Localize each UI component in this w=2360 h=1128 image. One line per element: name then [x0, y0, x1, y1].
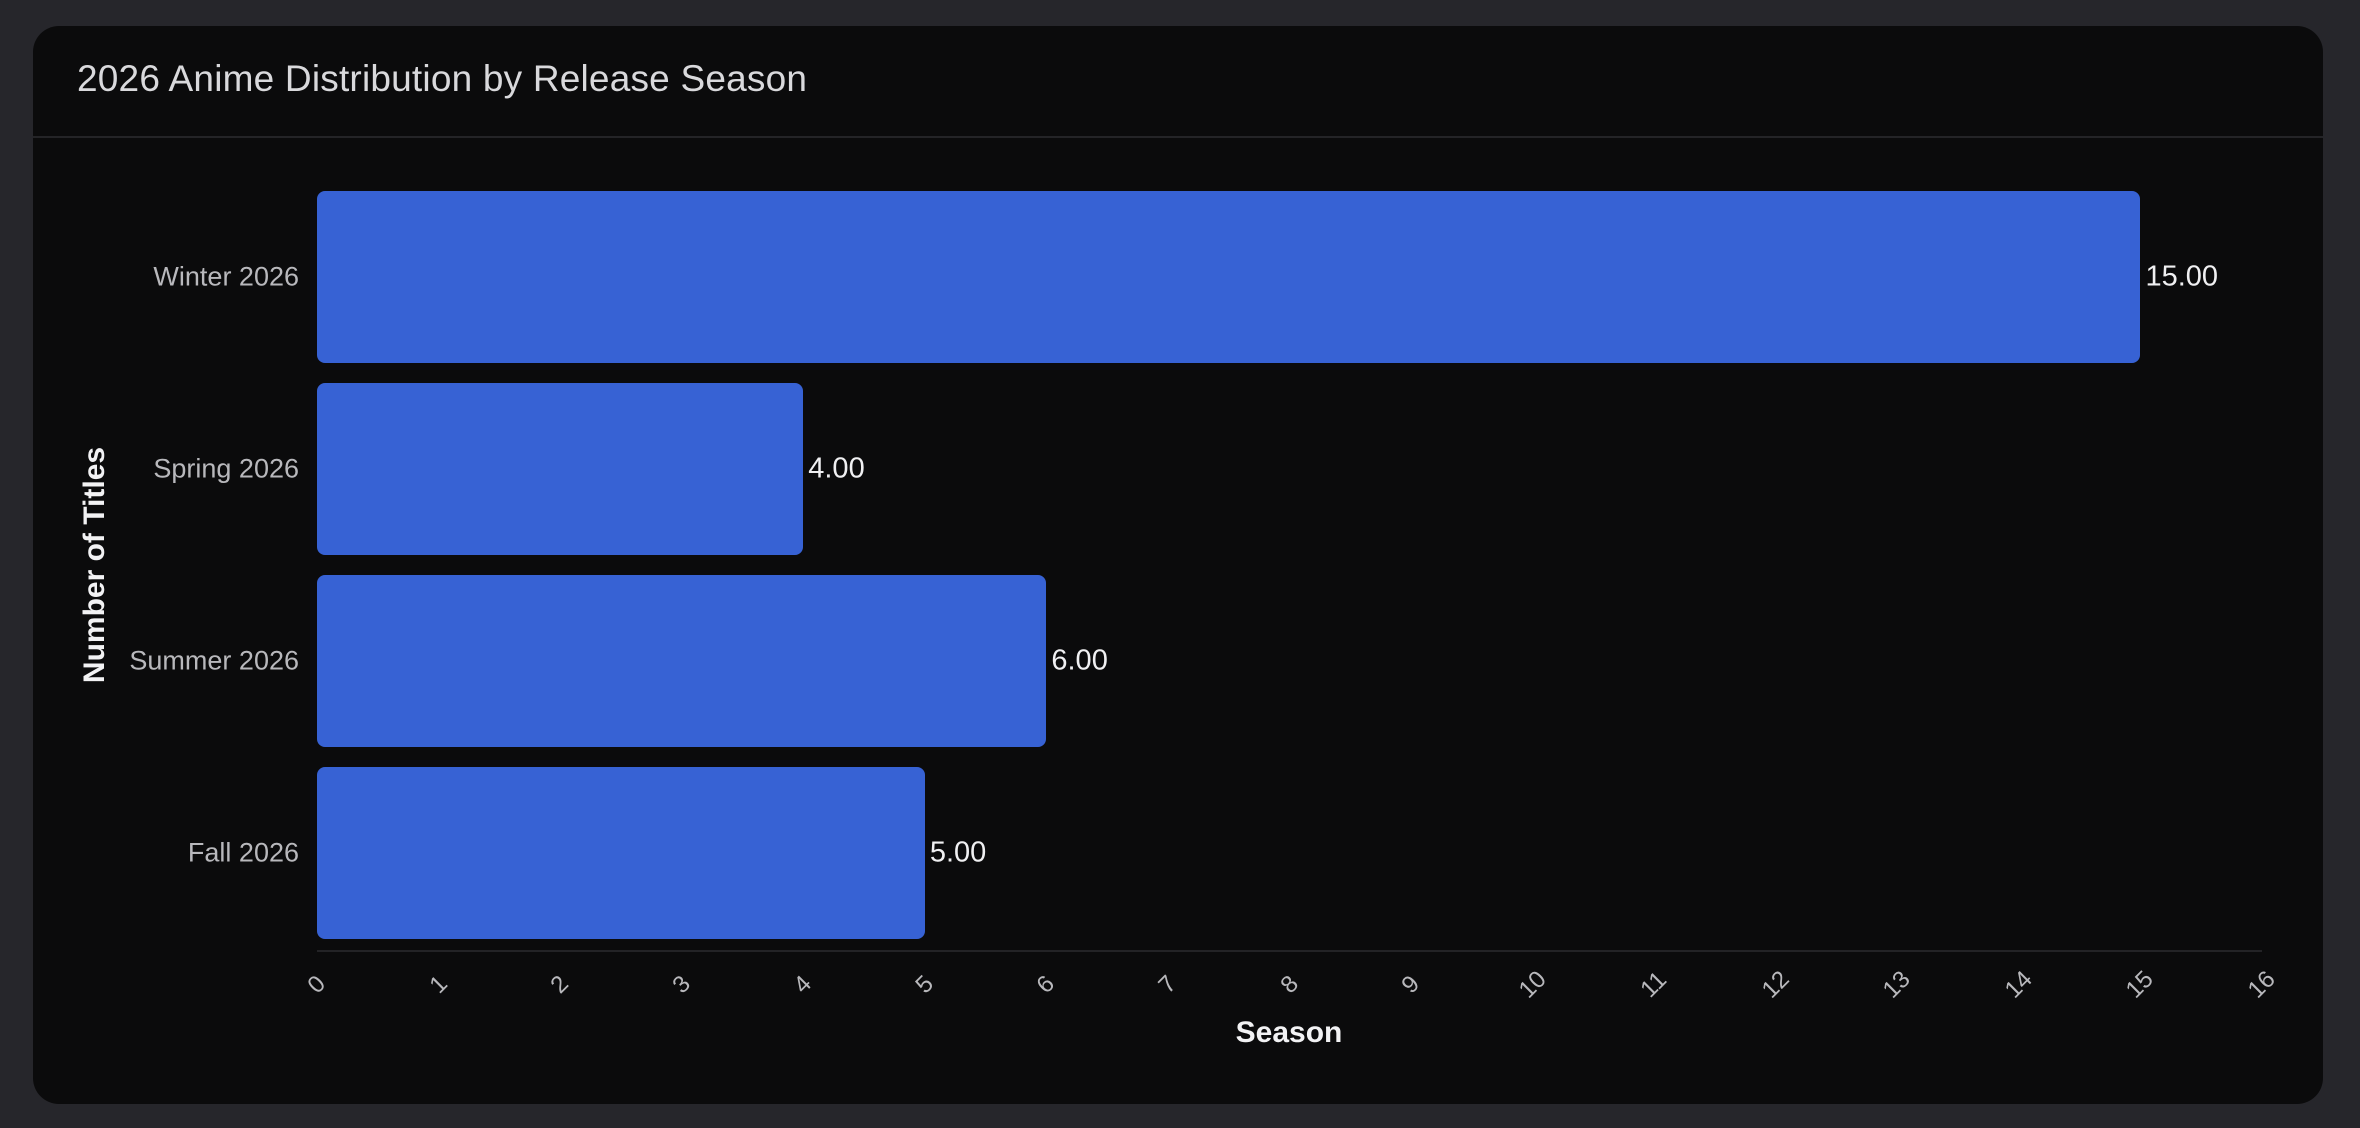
- x-tick-label: 12: [1756, 965, 1795, 1004]
- x-axis-title: Season: [1235, 1016, 1343, 1049]
- x-tick-label: 16: [2242, 965, 2281, 1004]
- bar[interactable]: [317, 767, 925, 939]
- x-tick-label: 5: [910, 970, 939, 999]
- x-tick-label: 9: [1396, 970, 1425, 999]
- bar-value-label: 5.00: [929, 836, 987, 869]
- y-axis-title: Number of Titles: [78, 446, 111, 684]
- x-tick-label: 10: [1513, 965, 1552, 1004]
- category-label: Winter 2026: [153, 261, 299, 292]
- x-tick-label: 6: [1031, 970, 1061, 999]
- x-axis-line: [317, 950, 2262, 952]
- bar-value-label: 4.00: [808, 452, 865, 485]
- chart-title: 2026 Anime Distribution by Release Seaso…: [77, 58, 808, 99]
- x-tick-label: 4: [788, 970, 818, 999]
- bar[interactable]: [317, 575, 1047, 747]
- bar-value-label: 15.00: [2145, 260, 2219, 293]
- card-header: 2026 Anime Distribution by Release Seaso…: [33, 26, 2323, 138]
- x-tick-label: 15: [2121, 965, 2160, 1004]
- category-label: Fall 2026: [187, 837, 299, 868]
- category-label: Spring 2026: [153, 453, 299, 484]
- x-tick-label: 13: [1877, 965, 1916, 1004]
- x-tick-label: 0: [302, 970, 331, 999]
- chart-card: 2026 Anime Distribution by Release Seaso…: [33, 26, 2323, 1104]
- x-tick-label: 3: [667, 970, 696, 999]
- category-label: Summer 2026: [129, 645, 299, 676]
- x-tick-label: 14: [1999, 965, 2038, 1004]
- bar[interactable]: [317, 191, 2141, 363]
- plot-area: Number of Titles Season 15.00 Winter 2026…: [33, 26, 2323, 1104]
- bar-value-label: 6.00: [1051, 644, 1108, 677]
- x-tick-label: 7: [1153, 970, 1182, 999]
- x-tick-label: 8: [1274, 970, 1304, 999]
- x-tick-label: 2: [545, 970, 575, 999]
- bar[interactable]: [317, 383, 804, 555]
- x-tick-label: 1: [423, 970, 453, 999]
- x-tick-label: 11: [1635, 966, 1673, 1004]
